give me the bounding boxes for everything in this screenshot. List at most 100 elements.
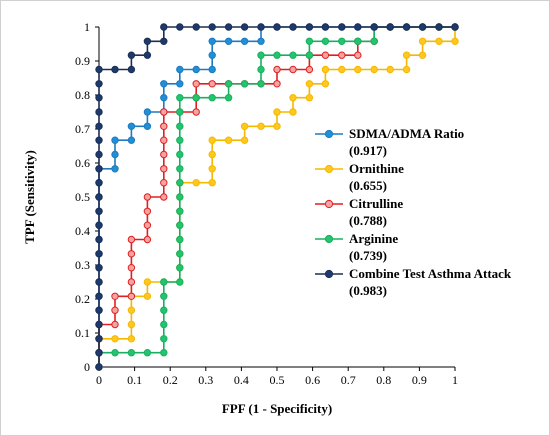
- data-point: [127, 264, 136, 272]
- series-layer: [95, 23, 459, 371]
- legend-item: SDMA/ADMA Ratio (0.917): [315, 126, 464, 158]
- data-point: [289, 94, 297, 102]
- y-tick-label: 0.6: [75, 156, 90, 170]
- data-point: [257, 122, 265, 131]
- data-point: [95, 94, 103, 102]
- data-point: [273, 65, 281, 74]
- data-point: [273, 122, 281, 131]
- data-point: [111, 65, 119, 74]
- y-tick-label: 0.1: [75, 326, 90, 340]
- data-point: [143, 51, 152, 59]
- x-tick-label: 0.1: [127, 373, 142, 387]
- data-point: [95, 221, 103, 229]
- data-point: [95, 235, 103, 244]
- data-point: [127, 320, 136, 329]
- data-point: [176, 150, 184, 159]
- data-point: [224, 80, 233, 88]
- data-point: [305, 94, 314, 102]
- data-point: [176, 278, 184, 286]
- data-point: [160, 193, 168, 201]
- legend-label: Citrulline: [349, 196, 403, 211]
- data-point: [160, 37, 168, 45]
- data-point: [111, 165, 119, 173]
- legend-swatch-marker: [324, 129, 334, 139]
- data-point: [289, 108, 297, 116]
- legend-swatch-marker: [324, 164, 334, 174]
- data-point: [111, 349, 119, 357]
- data-point: [95, 335, 103, 343]
- data-point: [208, 94, 216, 102]
- data-point: [143, 37, 152, 45]
- data-point: [143, 292, 152, 300]
- data-point: [402, 51, 411, 59]
- data-point: [95, 320, 103, 329]
- data-point: [451, 37, 459, 45]
- data-point: [208, 65, 216, 74]
- x-tick-label: 0.3: [198, 373, 213, 387]
- y-tick-label: 0.3: [75, 258, 90, 272]
- data-point: [208, 165, 216, 173]
- data-point: [321, 65, 330, 74]
- data-point: [305, 23, 314, 31]
- data-point: [127, 335, 136, 343]
- data-point: [273, 51, 281, 59]
- x-tick-label: 1: [452, 373, 458, 387]
- data-point: [224, 136, 233, 144]
- data-point: [321, 23, 330, 31]
- legend-label: SDMA/ADMA Ratio: [349, 126, 464, 141]
- data-point: [208, 23, 216, 31]
- legend-auc: (0.655): [349, 178, 387, 193]
- data-point: [338, 23, 346, 31]
- x-tick-label: 0.2: [163, 373, 178, 387]
- y-tick-label: 0.8: [75, 88, 90, 102]
- legend-label: Arginine: [349, 231, 398, 246]
- data-point: [240, 23, 249, 31]
- data-point: [257, 65, 265, 74]
- data-point: [143, 207, 152, 216]
- data-point: [160, 108, 168, 116]
- data-point: [321, 80, 330, 88]
- data-point: [208, 51, 216, 59]
- data-point: [95, 306, 103, 314]
- data-point: [95, 278, 103, 286]
- data-point: [370, 37, 378, 45]
- y-tick-label: 0.7: [75, 122, 90, 136]
- data-point: [160, 306, 168, 314]
- y-tick-label: 0.4: [75, 224, 90, 238]
- data-point: [354, 51, 362, 59]
- data-point: [127, 349, 136, 357]
- data-point: [354, 37, 362, 45]
- data-point: [127, 65, 136, 74]
- data-point: [321, 37, 330, 45]
- data-point: [160, 23, 168, 31]
- data-point: [176, 165, 184, 173]
- data-point: [127, 292, 136, 300]
- data-point: [127, 250, 136, 258]
- data-point: [143, 122, 152, 131]
- data-point: [160, 165, 168, 173]
- legend-auc: (0.739): [349, 248, 387, 263]
- data-point: [160, 349, 168, 357]
- data-point: [95, 363, 103, 371]
- data-point: [111, 150, 119, 159]
- data-point: [208, 37, 216, 45]
- legend-auc: (0.983): [349, 283, 387, 298]
- legend-item: Ornithine (0.655): [315, 161, 404, 193]
- legend-item: Arginine (0.739): [315, 231, 398, 263]
- data-point: [224, 94, 233, 102]
- data-point: [160, 122, 168, 131]
- data-point: [176, 136, 184, 144]
- data-point: [273, 80, 281, 88]
- data-point: [305, 80, 314, 88]
- data-point: [95, 179, 103, 187]
- data-point: [305, 65, 314, 74]
- data-point: [257, 37, 265, 45]
- data-point: [176, 179, 184, 187]
- legend-auc: (0.788): [349, 213, 387, 228]
- data-point: [370, 65, 378, 74]
- data-point: [257, 80, 265, 88]
- data-point: [127, 306, 136, 314]
- data-point: [127, 51, 136, 59]
- data-point: [95, 264, 103, 272]
